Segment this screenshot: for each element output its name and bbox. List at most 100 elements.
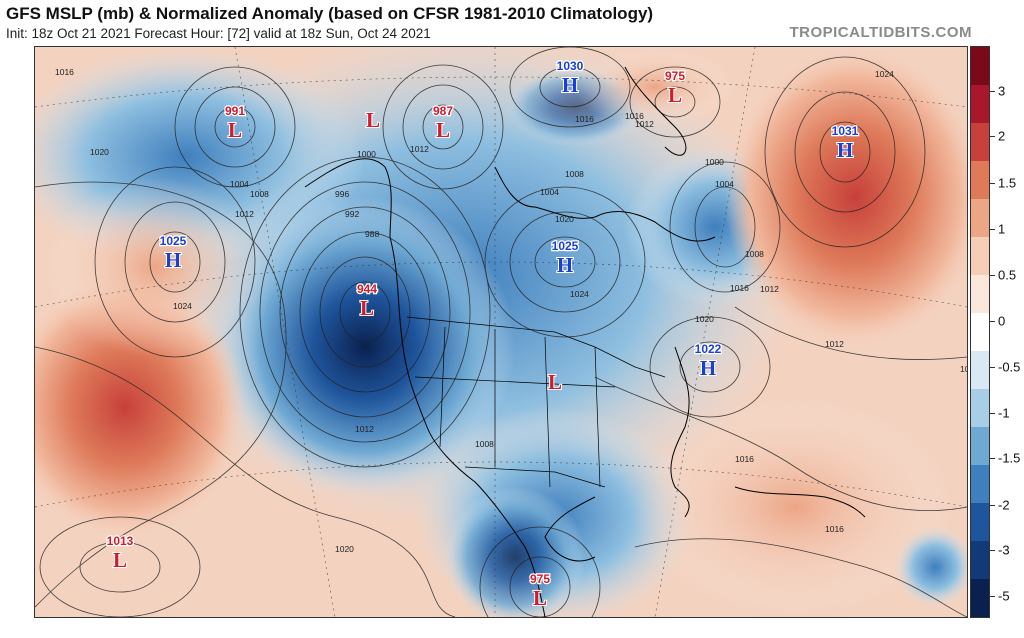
colorbar-segment xyxy=(971,85,989,123)
isobar-label: 1000 xyxy=(705,157,724,167)
pressure-symbol: H xyxy=(557,253,573,277)
isobar-label: 1008 xyxy=(475,439,494,449)
colorbar-tick-mark xyxy=(990,458,995,459)
colorbar-segment xyxy=(971,579,989,617)
pressure-symbol: H xyxy=(700,356,716,380)
colorbar-tick-mark xyxy=(990,367,995,368)
isobar-label: 1016 xyxy=(825,524,844,534)
pressure-symbol: L xyxy=(668,83,682,107)
graticule xyxy=(35,47,967,617)
isobar-label: 1016 xyxy=(730,283,749,293)
coastlines xyxy=(304,66,866,617)
colorbar-tick-mark xyxy=(990,91,995,92)
map-title: GFS MSLP (mb) & Normalized Anomaly (base… xyxy=(6,4,654,23)
colorbar-tick-label: 0 xyxy=(998,313,1006,329)
colorbar-tick-mark xyxy=(990,275,995,276)
colorbar-segment xyxy=(971,351,989,389)
colorbar-tick-label: -1.5 xyxy=(998,450,1021,466)
isobar-label: 1004 xyxy=(540,187,559,197)
pressure-symbol: H xyxy=(562,73,578,97)
isobar-label: 1016 xyxy=(960,364,967,374)
colorbar-tick-mark xyxy=(990,505,995,506)
isobar-label: 992 xyxy=(345,209,359,219)
isobar-label: 1024 xyxy=(173,301,192,311)
anomaly-colorbar xyxy=(970,46,990,618)
anomaly-map: 1016 1020 1024 1012 1008 1004 1000 996 992 988 101… xyxy=(34,46,968,618)
pressure-value: 991 xyxy=(225,104,245,118)
pressure-value: 1030 xyxy=(557,59,584,73)
isobar-label: 1012 xyxy=(635,119,654,129)
isobar-labels: 1016102010241012100810041000996992988101… xyxy=(55,67,967,554)
colorbar-tick-label: -3 xyxy=(998,542,1010,558)
deep-low-anomaly xyxy=(215,197,515,497)
pressure-symbol: H xyxy=(165,248,181,272)
colorbar-tick-label: 3 xyxy=(998,83,1006,99)
isobar-label: 1012 xyxy=(235,209,254,219)
colorbar-tick-mark xyxy=(990,413,995,414)
pressure-symbol: L xyxy=(436,118,450,142)
pressure-symbol: L xyxy=(113,548,127,572)
pressure-value: 1025 xyxy=(160,234,187,248)
isobar-label: 1020 xyxy=(335,544,354,554)
colorbar-tick-mark xyxy=(990,136,995,137)
warm-anomaly-region xyxy=(635,397,955,617)
isobar-label: 1012 xyxy=(410,144,429,154)
isobar-label: 1004 xyxy=(715,179,734,189)
colorbar-segment xyxy=(971,199,989,237)
isobar-label: 1020 xyxy=(555,214,574,224)
pressure-value: 1031 xyxy=(832,124,859,138)
colorbar-tick-mark xyxy=(990,596,995,597)
isobar-label: 1016 xyxy=(575,114,594,124)
colorbar-tick-mark xyxy=(990,550,995,551)
pressure-value: 1013 xyxy=(107,534,134,548)
pressure-value: 944 xyxy=(357,282,377,296)
colorbar-segment xyxy=(971,541,989,579)
isobar-label: 1024 xyxy=(570,289,589,299)
pressure-symbol: L xyxy=(533,586,547,610)
pressure-value: 975 xyxy=(530,572,550,586)
isobar-label: 1024 xyxy=(875,69,894,79)
colorbar-segment xyxy=(971,123,989,161)
pressure-symbol: L xyxy=(360,296,374,320)
colorbar-tick-mark xyxy=(990,183,995,184)
colorbar-segment xyxy=(971,161,989,199)
colorbar-tick-label: 1.5 xyxy=(998,175,1017,191)
warm-anomaly-region xyxy=(45,177,265,357)
isobar-label: 1012 xyxy=(355,424,374,434)
pressure-symbol: L xyxy=(548,370,562,394)
isobar-label: 1012 xyxy=(825,339,844,349)
colorbar-segment xyxy=(971,275,989,313)
isobar-label: 1008 xyxy=(565,169,584,179)
colorbar-tick-label: -5 xyxy=(998,588,1010,604)
pressure-value: 1025 xyxy=(552,239,579,253)
colorbar-tick-label: -1 xyxy=(998,405,1010,421)
pressure-value: 1022 xyxy=(695,342,722,356)
isobar-label: 1016 xyxy=(735,454,754,464)
colorbar-segment xyxy=(971,47,989,85)
isobar-label: 1020 xyxy=(90,147,109,157)
colorbar-segment xyxy=(971,313,989,351)
colorbar-tick-mark xyxy=(990,321,995,322)
isobar-label: 1016 xyxy=(625,111,644,121)
warm-anomaly-region xyxy=(575,47,735,127)
colorbar-tick-label: -2 xyxy=(998,497,1010,513)
isobar-label: 1004 xyxy=(230,179,249,189)
low-pressure-center: L xyxy=(365,107,381,133)
isobar-label: 1008 xyxy=(250,189,269,199)
isobar-label: 1008 xyxy=(745,249,764,259)
isobar-label: 1012 xyxy=(760,284,779,294)
warm-anomaly-region xyxy=(725,47,967,347)
colorbar-tick-label: 0.5 xyxy=(998,267,1017,283)
colorbar-tick-mark xyxy=(990,229,995,230)
isobar-label: 1020 xyxy=(695,314,714,324)
